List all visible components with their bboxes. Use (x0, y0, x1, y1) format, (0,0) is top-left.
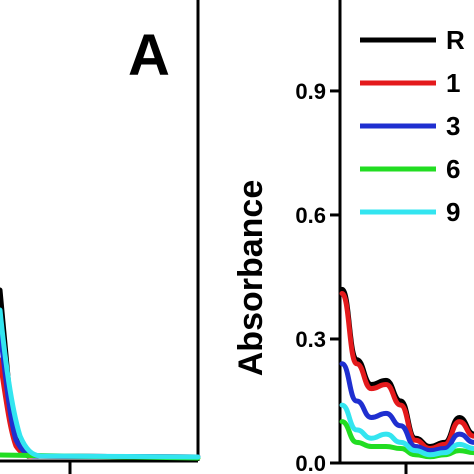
panel-a-label: A (128, 23, 170, 88)
panel-a-curve-3 (0, 327, 201, 460)
series-group (339, 286, 474, 460)
legend-label-1: 1 (446, 68, 460, 98)
legend-label-3: 3 (446, 111, 460, 141)
legend-label-9: 9 (446, 197, 460, 227)
panel-a: A (0, 0, 201, 474)
y-tick-label: 0.6 (295, 203, 326, 228)
panel-b: 0.0 0.3 0.6 0.9 Absorbance R 1 3 6 9 (232, 0, 474, 474)
legend-label-6: 6 (446, 154, 460, 184)
legend-label-R: R (446, 25, 465, 55)
legend: R 1 3 6 9 (360, 25, 465, 227)
panel-a-curve-r (0, 287, 201, 460)
series-line-1 (339, 291, 474, 452)
series-line-9 (339, 402, 474, 458)
y-tick-label: 0.3 (295, 327, 326, 352)
y-tick-label: 0.0 (295, 451, 326, 474)
series-line-6 (339, 419, 474, 460)
series-line-3 (339, 361, 474, 454)
panel-a-curve-1 (0, 357, 201, 460)
y-tick-label: 0.9 (295, 79, 326, 104)
y-ticks: 0.0 0.3 0.6 0.9 (295, 79, 340, 474)
y-axis-label: Absorbance (232, 180, 270, 377)
panel-a-curve-9 (0, 307, 201, 460)
